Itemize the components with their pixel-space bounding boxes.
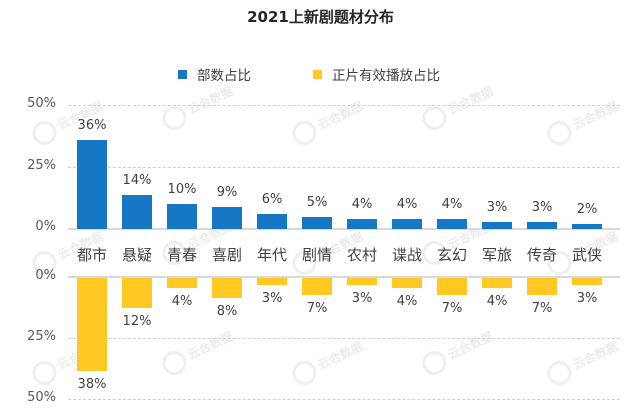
category-label: 农村 xyxy=(346,246,377,264)
bar-play-share[interactable] xyxy=(527,278,557,296)
bar-value-label: 4% xyxy=(441,197,463,213)
bar-value-label: 14% xyxy=(122,172,152,188)
category-label: 都市 xyxy=(76,246,107,264)
watermark-logo-icon: 云合数据 xyxy=(158,325,237,379)
bar-count-share[interactable] xyxy=(77,140,107,229)
category-label: 军旅 xyxy=(481,246,512,264)
bar-play-share[interactable] xyxy=(167,278,197,288)
gridline-bottom-50 xyxy=(68,399,620,400)
bar-count-share[interactable] xyxy=(302,216,332,229)
bar-value-label: 10% xyxy=(167,182,197,198)
bar-value-label: 3% xyxy=(486,199,508,215)
category-label: 剧情 xyxy=(301,246,332,264)
bar-value-label: 4% xyxy=(171,293,193,309)
bar-value-label: 6% xyxy=(261,192,283,208)
bar-count-share[interactable] xyxy=(257,214,287,229)
bar-play-share[interactable] xyxy=(572,278,602,286)
bar-value-label: 9% xyxy=(216,184,238,200)
category-label: 喜剧 xyxy=(211,246,242,264)
bar-value-label: 7% xyxy=(531,301,553,317)
category-label: 传奇 xyxy=(526,246,557,264)
bar-count-share[interactable] xyxy=(392,219,422,229)
bar-value-label: 3% xyxy=(261,291,283,307)
y-tick-bottom-50: 50% xyxy=(27,390,56,405)
watermark-logo-icon: 云合数据 xyxy=(288,95,367,149)
bar-play-share[interactable] xyxy=(77,278,107,372)
chart-title: 2021上新剧题材分布 xyxy=(247,8,394,26)
bar-count-share[interactable] xyxy=(572,224,602,229)
bar-count-share[interactable] xyxy=(122,194,152,229)
bar-value-label: 8% xyxy=(216,303,238,319)
watermark-logo-icon: 云合数据 xyxy=(418,325,497,379)
bar-value-label: 3% xyxy=(576,291,598,307)
bar-play-share[interactable] xyxy=(482,278,512,288)
bar-play-share[interactable] xyxy=(302,278,332,296)
bar-value-label: 3% xyxy=(531,199,553,215)
legend-label: 部数占比 xyxy=(197,68,251,84)
bar-play-share[interactable] xyxy=(122,278,152,308)
watermark-logo-icon: 云合数据 xyxy=(543,95,622,149)
watermark-logo-icon: 云合数据 xyxy=(543,335,622,389)
bar-play-share[interactable] xyxy=(392,278,422,288)
bar-play-share[interactable] xyxy=(257,278,287,286)
x-axis-top xyxy=(68,228,620,230)
watermark-logo-icon: 云合数据 xyxy=(158,80,237,134)
bar-value-label: 7% xyxy=(306,301,328,317)
y-tick-bottom-25: 25% xyxy=(27,329,56,344)
bar-value-label: 4% xyxy=(396,293,418,309)
y-tick-top-25: 25% xyxy=(27,158,56,173)
x-axis-bottom xyxy=(68,276,620,278)
bar-play-share[interactable] xyxy=(347,278,377,286)
bar-play-share[interactable] xyxy=(212,278,242,298)
legend-label: 正片有效播放占比 xyxy=(332,68,440,84)
bar-count-share[interactable] xyxy=(212,206,242,229)
bar-count-share[interactable] xyxy=(347,219,377,229)
bar-value-label: 3% xyxy=(351,291,373,307)
y-tick-top-0: 0% xyxy=(35,219,56,234)
watermark-logo-icon: 云合数据 xyxy=(288,335,367,389)
legend: 部数占比 正片有效播放占比 xyxy=(0,64,641,84)
bar-value-label: 12% xyxy=(122,313,152,329)
bar-value-label: 38% xyxy=(77,377,107,393)
legend-item-play-share[interactable]: 正片有效播放占比 xyxy=(313,64,440,84)
category-label: 谍战 xyxy=(391,246,422,264)
category-label: 武侠 xyxy=(571,246,602,264)
bar-value-label: 4% xyxy=(351,197,373,213)
bar-value-label: 4% xyxy=(396,197,418,213)
bar-value-label: 2% xyxy=(576,202,598,218)
bar-value-label: 36% xyxy=(77,118,107,134)
y-tick-top-50: 50% xyxy=(27,96,56,111)
watermark-logo-icon: 云合数据 xyxy=(418,80,497,134)
category-label: 青春 xyxy=(166,246,197,264)
legend-swatch-blue-icon xyxy=(178,69,187,79)
bar-value-label: 5% xyxy=(306,194,328,210)
bar-count-share[interactable] xyxy=(527,221,557,229)
legend-swatch-yellow-icon xyxy=(313,69,322,79)
bar-count-share[interactable] xyxy=(482,221,512,229)
category-label: 玄幻 xyxy=(436,246,467,264)
category-label: 年代 xyxy=(256,246,287,264)
y-tick-bottom-0: 0% xyxy=(35,268,56,283)
category-label: 悬疑 xyxy=(121,246,152,264)
bar-play-share[interactable] xyxy=(437,278,467,296)
legend-item-count-share[interactable]: 部数占比 xyxy=(178,64,251,84)
bar-count-share[interactable] xyxy=(437,219,467,229)
bar-value-label: 7% xyxy=(441,301,463,317)
gridline-top-25 xyxy=(68,167,620,168)
gridline-top-50 xyxy=(68,105,620,106)
gridline-bottom-25 xyxy=(68,338,620,339)
bar-count-share[interactable] xyxy=(167,204,197,229)
bar-value-label: 4% xyxy=(486,293,508,309)
